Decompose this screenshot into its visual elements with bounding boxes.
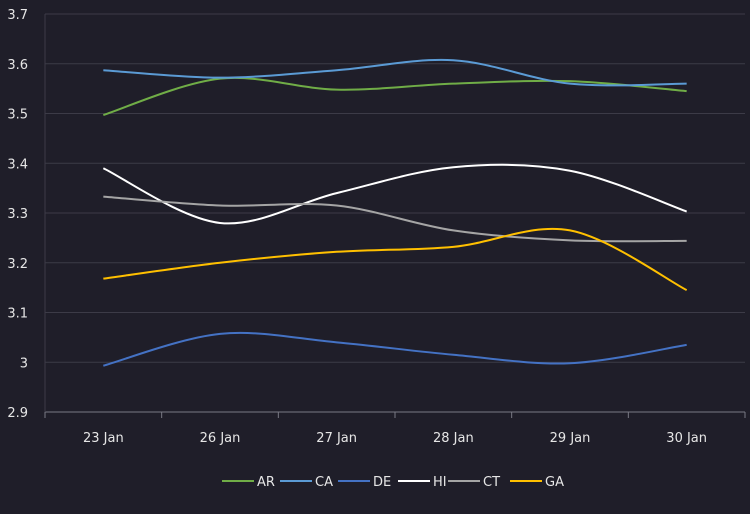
x-axis: 23 Jan 26 Jan 27 Jan 28 Jan 29 Jan 30 Jan	[44, 412, 746, 446]
gridlines	[44, 13, 745, 413]
legend-item-ar: AR	[222, 475, 275, 490]
legend-label: CA	[315, 475, 333, 490]
legend-label: AR	[257, 475, 275, 490]
y-axis: 2.9 3 3.1 3.2 3.3 3.4 3.5 3.6 3.7	[7, 8, 28, 421]
legend-label: DE	[373, 475, 391, 490]
x-tick-label: 28 Jan	[433, 431, 474, 446]
y-tick-label: 3.6	[7, 58, 28, 73]
y-tick-label: 3.4	[7, 157, 28, 172]
legend-label: CT	[483, 475, 500, 490]
legend-item-ct: CT	[448, 475, 500, 490]
x-tick-label: 29 Jan	[550, 431, 591, 446]
x-tick-label: 26 Jan	[200, 431, 241, 446]
x-tick-label: 23 Jan	[83, 431, 124, 446]
y-tick-label: 2.9	[7, 406, 28, 421]
y-tick-label: 3.2	[7, 257, 28, 272]
legend-item-ca: CA	[280, 475, 333, 490]
series-line-de	[103, 331, 687, 367]
series-line-ct	[103, 195, 687, 243]
y-tick-label: 3	[20, 356, 28, 371]
series-line-ca	[103, 58, 687, 87]
x-tick-label: 27 Jan	[316, 431, 357, 446]
legend-item-de: DE	[338, 475, 391, 490]
legend: AR CA DE HI CT GA	[222, 475, 564, 490]
x-tick-label: 30 Jan	[666, 431, 707, 446]
series-line-ar	[103, 76, 687, 116]
series-lines	[102, 58, 688, 367]
series-line-ga	[103, 227, 688, 292]
y-tick-label: 3.1	[7, 307, 28, 322]
series-line-hi	[102, 163, 687, 225]
legend-item-ga: GA	[510, 475, 564, 490]
legend-label: HI	[433, 475, 447, 490]
y-tick-label: 3.5	[7, 108, 28, 123]
legend-item-hi: HI	[398, 475, 447, 490]
y-tick-label: 3.7	[7, 8, 28, 23]
legend-label: GA	[545, 475, 564, 490]
y-tick-label: 3.3	[7, 207, 28, 222]
